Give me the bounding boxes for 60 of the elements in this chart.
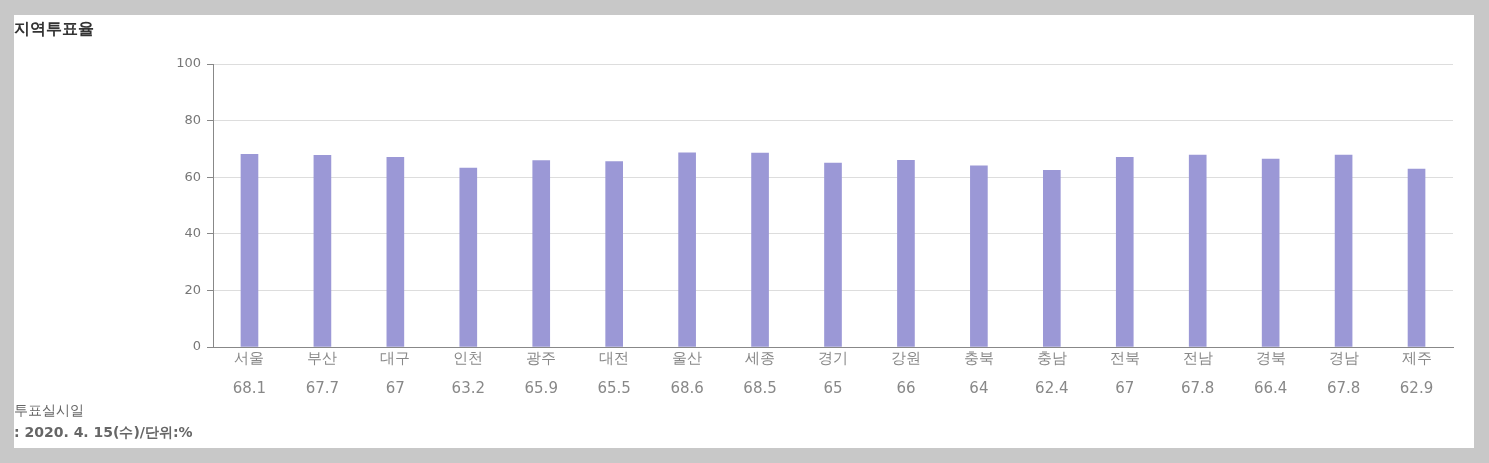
text: 지역투표율 — [14, 19, 94, 40]
y-tick-label: 100 — [176, 55, 201, 71]
x-tick-label: 부산 — [307, 348, 338, 367]
text: 투표실시일 — [14, 401, 85, 420]
data-label: 65.9 — [524, 379, 558, 398]
x-tick-label: 울산 — [672, 348, 703, 367]
y-tick-label: 80 — [184, 111, 201, 127]
x-tick-label: 대구 — [380, 348, 411, 367]
x-tick-label: 서울 — [234, 348, 265, 367]
bar — [386, 157, 405, 347]
x-tick-label: 경남 — [1328, 348, 1359, 367]
bar — [313, 155, 332, 347]
x-tick-label: 인천 — [453, 348, 484, 367]
x-tick-label: 경기 — [818, 348, 848, 367]
y-tick-label: 0 — [192, 338, 201, 354]
bar — [1115, 157, 1134, 347]
x-tick-label: 전북 — [1109, 348, 1140, 367]
bar — [1407, 168, 1426, 347]
data-label: 68.1 — [232, 379, 267, 398]
bar — [532, 160, 551, 347]
y-tick-label: 40 — [184, 225, 201, 241]
bar — [1188, 154, 1207, 347]
bar — [970, 165, 988, 347]
x-tick-label: 대전 — [599, 348, 630, 367]
bar — [824, 162, 842, 347]
x-tick-label: 광주 — [526, 348, 557, 367]
bar — [751, 152, 769, 347]
x-tick-label: 경북 — [1255, 348, 1286, 367]
data-label: 62.9 — [1399, 379, 1434, 398]
y-tick-label: 20 — [184, 281, 201, 297]
bar — [897, 159, 915, 347]
data-label: 65 — [823, 379, 843, 398]
bar — [240, 153, 259, 347]
x-tick-label: 충남 — [1036, 348, 1067, 367]
data-label: 68.5 — [743, 379, 777, 398]
data-label: 62.4 — [1035, 379, 1069, 398]
x-tick-label: 충북 — [963, 348, 994, 367]
bar — [459, 167, 478, 347]
data-label: 67 — [385, 379, 405, 398]
data-label: 65.5 — [597, 379, 631, 398]
y-tick-label: 60 — [184, 168, 201, 184]
data-label: 64 — [969, 379, 989, 398]
x-tick-label: 전남 — [1182, 348, 1213, 367]
bar — [678, 152, 696, 347]
data-label: 67.8 — [1326, 379, 1361, 398]
bar — [1261, 158, 1280, 347]
data-label: 66 — [896, 379, 916, 398]
data-label: 66.4 — [1253, 379, 1288, 398]
data-label: 63.2 — [451, 379, 485, 398]
data-label: 68.6 — [670, 379, 704, 398]
bar — [1042, 170, 1061, 347]
x-tick-label: 강원 — [890, 348, 921, 367]
bar — [1334, 154, 1353, 347]
text: : 2020. 4. 15(수)/단위:% — [14, 423, 193, 442]
bar — [605, 161, 624, 347]
data-label: 67.8 — [1181, 379, 1215, 398]
data-label: 67 — [1115, 379, 1135, 398]
x-tick-label: 세종 — [745, 348, 776, 367]
data-label: 67.7 — [305, 379, 340, 398]
x-tick-label: 제주 — [1401, 348, 1432, 367]
